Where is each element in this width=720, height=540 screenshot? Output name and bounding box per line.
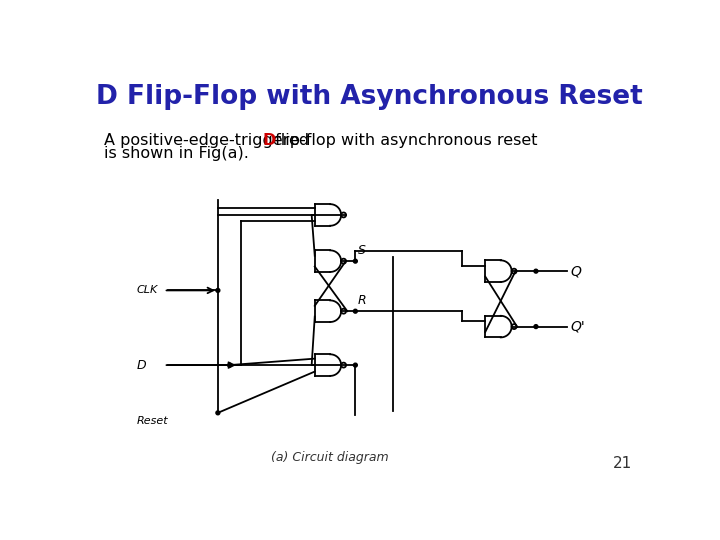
Circle shape	[216, 411, 220, 415]
Text: 21: 21	[613, 456, 632, 471]
Circle shape	[354, 363, 357, 367]
Text: (a) Circuit diagram: (a) Circuit diagram	[271, 451, 389, 464]
Text: D: D	[262, 132, 276, 147]
Text: A positive-edge-triggered: A positive-edge-triggered	[104, 132, 314, 147]
Text: R: R	[358, 294, 366, 307]
Text: Q': Q'	[571, 320, 585, 334]
Text: flip-flop with asynchronous reset: flip-flop with asynchronous reset	[270, 132, 537, 147]
Text: S: S	[358, 244, 366, 256]
Text: D: D	[137, 359, 146, 372]
Circle shape	[354, 259, 357, 263]
Text: is shown in Fig(a).: is shown in Fig(a).	[104, 146, 249, 161]
Text: D Flip-Flop with Asynchronous Reset: D Flip-Flop with Asynchronous Reset	[96, 84, 642, 110]
Circle shape	[354, 309, 357, 313]
Circle shape	[534, 269, 538, 273]
Circle shape	[216, 288, 220, 292]
Circle shape	[228, 363, 231, 367]
Text: CLK: CLK	[137, 286, 158, 295]
Text: Q: Q	[571, 264, 582, 278]
Text: Reset: Reset	[137, 416, 168, 426]
Circle shape	[534, 325, 538, 328]
